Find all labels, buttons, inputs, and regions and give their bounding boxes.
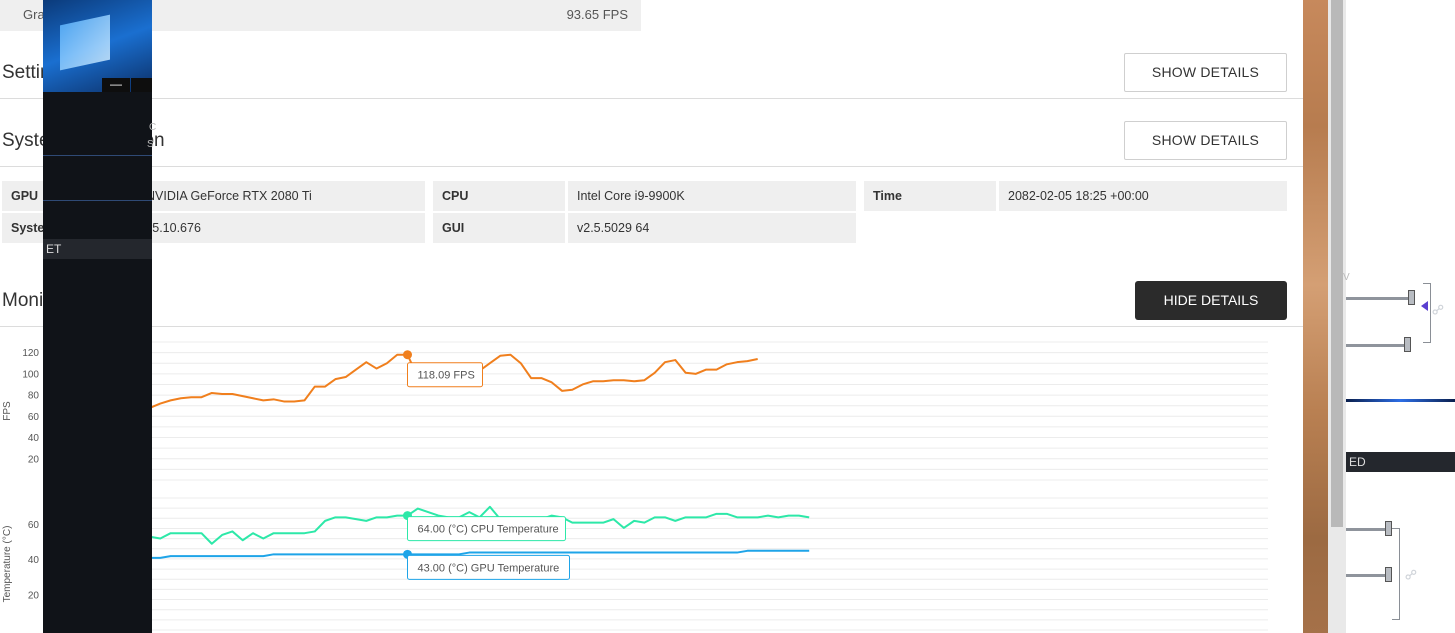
y-tick-label: 40	[28, 433, 40, 444]
panel-label-v: V	[1343, 272, 1350, 283]
series-line-fps	[46, 353, 758, 415]
slider-track-2[interactable]	[1346, 344, 1408, 347]
hover-marker	[403, 350, 412, 360]
time-label: Time	[864, 181, 996, 211]
divider	[0, 166, 1303, 167]
tooltip-label: 118.09 FPS	[418, 370, 475, 382]
tooltip-label: 43.00 (°C) GPU Temperature	[418, 562, 560, 574]
indicator-arrow	[1421, 301, 1428, 311]
accent-line	[1346, 399, 1455, 402]
results-page: Graphics test 2 93.65 FPS Settings used …	[0, 0, 1303, 631]
gui-value: v2.5.5029 64	[568, 213, 856, 243]
system-show-details-button[interactable]: SHOW DETAILS	[1124, 121, 1287, 160]
cpu-value: Intel Core i9-9900K	[568, 181, 856, 211]
slider-knob-4[interactable]	[1385, 567, 1392, 582]
slider-knob-1[interactable]	[1408, 290, 1415, 305]
slider-link-bracket	[1392, 528, 1400, 620]
cpu-label: CPU	[433, 181, 565, 211]
time-value: 2082-02-05 18:25 +00:00	[999, 181, 1287, 211]
percent-value: 32	[1372, 262, 1397, 287]
percent-unit: %	[1398, 274, 1408, 285]
fps-chart: 20 40 60 80 100 120 FPS 118.09 FPS	[2, 336, 1268, 481]
panel-label-c: C	[149, 122, 157, 133]
gui-label: GUI	[433, 213, 565, 243]
y-tick-label: 120	[22, 348, 39, 359]
temperature-chart: 20 40 60 Temperature (°C) 64.00 (°C) CPU Tem…	[2, 492, 1268, 631]
minimize-button[interactable]: —	[102, 78, 130, 92]
tooltip-box	[407, 516, 566, 542]
divider	[43, 155, 152, 156]
slider-knob-3[interactable]	[1385, 521, 1392, 536]
divider	[0, 326, 1303, 327]
close-button[interactable]	[131, 78, 152, 92]
gpu-value: NVIDIA GeForce RTX 2080 Ti	[137, 181, 425, 211]
y-tick-label: 100	[22, 369, 39, 380]
systeminfo-value: v5.10.676	[137, 213, 425, 243]
settings-show-details-button[interactable]: SHOW DETAILS	[1124, 53, 1287, 92]
y-axis-label: Temperature (°C)	[2, 526, 13, 603]
y-tick-label: 20	[28, 590, 40, 601]
y-tick-label: 60	[28, 520, 40, 531]
monitoring-hide-details-button[interactable]: HIDE DETAILS	[1135, 281, 1287, 320]
slider-track-3[interactable]	[1346, 528, 1388, 531]
panel-header-2: ED	[1346, 452, 1455, 472]
y-tick-label: 80	[28, 391, 40, 402]
percent-readout: 32%	[1372, 262, 1407, 288]
tooltip-label: 64.00 (°C) CPU Temperature	[418, 524, 559, 536]
series-line-gpu-temperature	[46, 549, 810, 566]
divider	[0, 98, 1303, 99]
y-axis-label: FPS	[2, 401, 13, 421]
result-value: 93.65 FPS	[566, 7, 628, 22]
series-line-cpu-temperature	[46, 505, 810, 545]
panel-header-1: ET	[43, 239, 152, 259]
tooltip-box	[407, 554, 570, 580]
y-tick-label: 40	[28, 555, 40, 566]
dark-app-window	[43, 0, 152, 633]
y-tick-label: 20	[28, 454, 40, 465]
y-tick-label: 60	[28, 412, 40, 423]
tooltip-box	[407, 362, 483, 388]
slider-track-1[interactable]	[1346, 297, 1412, 300]
slider-knob-2[interactable]	[1404, 337, 1411, 352]
panel-label-s: S	[147, 139, 154, 150]
divider	[43, 200, 152, 201]
scrollbar-thumb[interactable]	[1331, 0, 1343, 527]
slider-track-4[interactable]	[1346, 574, 1388, 577]
slider-link-bracket	[1423, 283, 1431, 343]
overclock-tool-panel	[1303, 0, 1455, 633]
